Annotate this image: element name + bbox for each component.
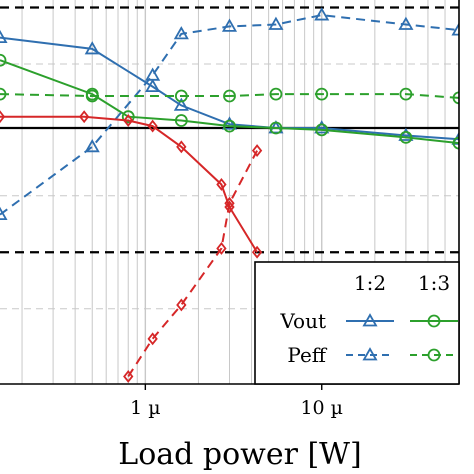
legend-swatch-marker	[427, 314, 441, 328]
data-point	[0, 53, 7, 67]
series-vout-1-3	[0, 53, 459, 150]
data-point	[173, 26, 189, 40]
data-point	[176, 298, 187, 312]
legend-box	[254, 261, 460, 385]
series-line	[0, 14, 459, 216]
legend-swatch-marker	[427, 348, 441, 362]
data-point	[173, 97, 189, 111]
data-point	[314, 7, 330, 21]
data-point	[398, 127, 414, 141]
data-point	[314, 120, 330, 134]
data-point	[79, 110, 90, 124]
data-point	[123, 114, 134, 127]
data-point	[399, 131, 413, 144]
data-point	[221, 18, 238, 32]
legend-swatch-marker	[362, 347, 378, 361]
data-point	[452, 91, 459, 105]
data-point	[145, 78, 161, 92]
data-point	[216, 178, 227, 191]
series-vout-1-2	[0, 29, 459, 145]
x-axis-label: Load power [W]	[118, 437, 361, 472]
data-point	[216, 242, 227, 255]
data-point	[251, 245, 263, 259]
data-point	[223, 89, 236, 103]
data-point	[174, 89, 188, 103]
data-point	[84, 41, 100, 55]
series-line	[0, 93, 459, 99]
series-peff-1-1	[123, 144, 263, 383]
data-point	[147, 119, 158, 133]
data-point	[451, 22, 459, 36]
series-peff-1-2	[0, 7, 459, 220]
data-point	[224, 196, 235, 210]
legend-row-label: Vout	[279, 309, 326, 333]
legend: 1:2 1:3 Vout Peff	[254, 261, 460, 385]
data-point	[0, 87, 7, 101]
series-group	[0, 7, 459, 383]
legend-column-header: 1:3	[418, 271, 450, 295]
data-point	[251, 144, 263, 158]
data-point	[221, 116, 238, 130]
data-point	[0, 206, 8, 220]
data-point	[145, 67, 161, 81]
data-point	[269, 87, 283, 101]
data-point	[174, 114, 188, 127]
data-point	[0, 29, 8, 44]
data-point	[268, 16, 284, 30]
series-peff-1-3	[0, 87, 459, 105]
x-tick-label: 10 µ	[300, 397, 343, 419]
data-point	[85, 89, 99, 103]
legend-swatch-marker	[362, 313, 378, 327]
data-point	[315, 123, 329, 137]
x-tick-label: 1 µ	[130, 397, 160, 419]
data-point	[0, 110, 6, 124]
data-point	[123, 370, 134, 383]
series-line	[0, 36, 459, 141]
data-point	[269, 121, 283, 135]
data-point	[315, 87, 329, 101]
data-point	[84, 139, 100, 153]
legend-column-header: 1:2	[354, 271, 386, 295]
series-line	[0, 59, 459, 145]
data-point	[176, 140, 187, 154]
data-point	[398, 16, 414, 30]
data-point	[223, 119, 236, 133]
data-point	[147, 332, 158, 346]
data-point	[452, 136, 459, 150]
data-point	[399, 87, 413, 101]
legend-row-label: Peff	[287, 343, 327, 367]
data-point	[121, 110, 135, 124]
series-line	[127, 150, 258, 378]
